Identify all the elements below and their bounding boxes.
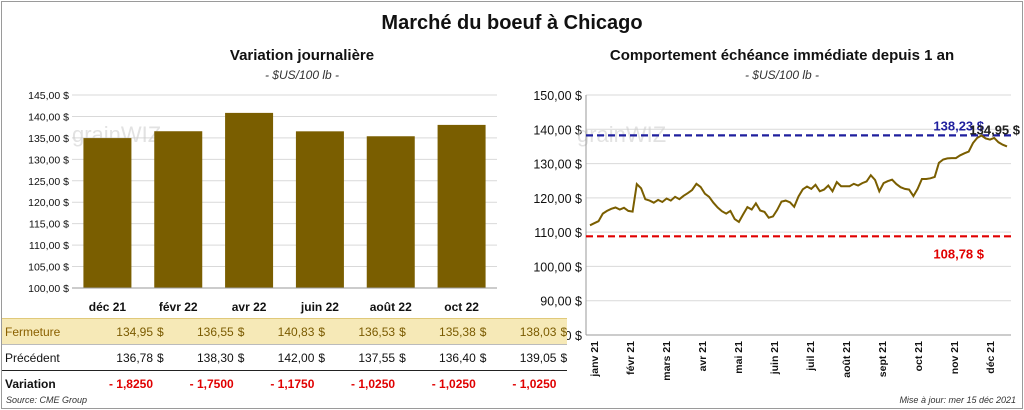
y-tick-label: 130,00 $ — [28, 154, 69, 166]
precedent-row: Précédent 136,78 $138,30 $142,00 $137,55 $136… — [2, 344, 568, 371]
x-tick-label: juil 21 — [805, 341, 817, 372]
y-tick-label: 130,00 $ — [533, 158, 582, 172]
currency-cell — [233, 370, 245, 396]
currency-cell: $ — [556, 344, 568, 371]
table-cell: 136,40 — [405, 344, 476, 371]
table-cell: 136,55 — [163, 318, 234, 345]
x-tick-label: août 21 — [841, 341, 853, 378]
bar — [225, 112, 274, 288]
left-chart-title: Variation journalière — [229, 47, 375, 64]
price-line — [589, 134, 1008, 227]
y-tick-label: 100,00 $ — [533, 260, 582, 274]
row-label: Précédent — [2, 344, 83, 371]
bar — [295, 131, 344, 288]
table-cell: 134,95 — [83, 318, 153, 345]
currency-cell: $ — [314, 318, 326, 345]
x-tick-label: mai 21 — [733, 341, 745, 374]
currency-cell: $ — [475, 318, 487, 345]
update-note: Mise à jour: mer 15 déc 2021 — [899, 395, 1016, 405]
table-cell: 138,30 — [163, 344, 234, 371]
y-tick-label: 140,00 $ — [533, 123, 582, 137]
x-tick-label: avr 21 — [697, 341, 709, 372]
y-tick-label: 145,00 $ — [28, 90, 69, 102]
table-cell: 140,83 — [244, 318, 315, 345]
table-cell: - 1,0250 — [486, 370, 557, 396]
source-note: Source: CME Group — [6, 395, 88, 405]
currency-cell: $ — [395, 318, 406, 345]
price-table: Fermeture 134,95 $136,55 $140,83 $136,53 $135… — [2, 318, 568, 396]
table-cell: 136,78 — [83, 344, 153, 371]
bar — [83, 138, 132, 288]
currency-cell — [395, 370, 406, 396]
variation-row: Variation - 1,8250 - 1,7500 - 1,1750 - 1,025… — [2, 370, 568, 396]
x-tick-label: juin 21 — [769, 341, 781, 375]
table-cell: - 1,0250 — [405, 370, 476, 396]
currency-cell: $ — [556, 318, 568, 345]
table-cell: 135,38 — [405, 318, 476, 345]
currency-cell — [556, 370, 568, 396]
y-tick-label: 100,00 $ — [28, 283, 69, 295]
y-tick-label: 150,00 $ — [533, 89, 582, 103]
x-tick-label: août 22 — [370, 300, 412, 314]
bar — [154, 131, 203, 288]
bar — [437, 124, 486, 288]
right-chart-title: Comportement échéance immédiate depuis 1… — [609, 47, 955, 64]
x-tick-label: mars 21 — [661, 341, 673, 381]
right-chart-unit: - $US/100 lb - — [744, 68, 820, 82]
left-chart-unit: - $US/100 lb - — [264, 68, 340, 82]
currency-cell — [153, 370, 164, 396]
table-cell: 136,53 — [325, 318, 396, 345]
table-cell: 139,05 — [486, 344, 557, 371]
x-tick-label: avr 22 — [232, 300, 267, 314]
bar-chart: 100,00 $ 105,00 $ 110,00 $ 115,00 $ 120,00 $… — [28, 90, 497, 314]
fermeture-row: Fermeture 134,95 $136,55 $140,83 $136,53 $135… — [2, 318, 568, 345]
x-tick-label: févr 21 — [625, 341, 637, 375]
x-tick-label: janv 21 — [589, 341, 601, 378]
currency-cell: $ — [475, 344, 487, 371]
table-cell: - 1,0250 — [325, 370, 396, 396]
table-cell: - 1,7500 — [163, 370, 234, 396]
x-tick-label: sept 21 — [877, 341, 889, 377]
x-tick-label: déc 21 — [985, 341, 997, 374]
currency-cell: $ — [153, 344, 164, 371]
y-tick-label: 120,00 $ — [28, 197, 69, 209]
table-cell: 138,03 — [486, 318, 557, 345]
table-cell: - 1,8250 — [83, 370, 153, 396]
table-cell: 142,00 — [244, 344, 315, 371]
line-chart: 80,00 $90,00 $100,00 $110,00 $120,00 $13… — [533, 89, 1020, 381]
bar — [366, 136, 415, 288]
currency-cell: $ — [395, 344, 406, 371]
row-label: Variation — [2, 370, 83, 396]
currency-cell — [314, 370, 326, 396]
table-cell: 137,55 — [325, 344, 396, 371]
x-tick-label: juin 22 — [300, 300, 339, 314]
high-label: 138,23 $ — [933, 118, 984, 133]
y-tick-label: 105,00 $ — [28, 262, 69, 274]
y-tick-label: 140,00 $ — [28, 111, 69, 123]
currency-cell: $ — [314, 344, 326, 371]
x-tick-label: oct 22 — [444, 300, 479, 314]
x-tick-label: févr 22 — [159, 300, 198, 314]
y-tick-label: 110,00 $ — [29, 240, 69, 252]
currency-cell: $ — [153, 318, 164, 345]
table-cell: - 1,1750 — [244, 370, 315, 396]
page-title: Marché du boeuf à Chicago — [381, 12, 643, 34]
currency-cell: $ — [233, 318, 245, 345]
y-tick-label: 125,00 $ — [28, 176, 69, 188]
y-tick-label: 115,00 $ — [29, 219, 69, 231]
y-tick-label: 90,00 $ — [540, 295, 582, 309]
currency-cell — [475, 370, 487, 396]
y-tick-label: 120,00 $ — [533, 192, 582, 206]
low-label: 108,78 $ — [933, 246, 984, 261]
x-tick-label: déc 21 — [89, 300, 127, 314]
x-tick-label: oct 21 — [913, 341, 925, 372]
x-tick-label: nov 21 — [949, 341, 961, 374]
currency-cell: $ — [233, 344, 245, 371]
y-tick-label: 110,00 $ — [534, 226, 582, 240]
last-price-label: 134,95 $ — [969, 122, 1020, 137]
row-label: Fermeture — [2, 318, 83, 345]
y-tick-label: 135,00 $ — [28, 133, 69, 145]
